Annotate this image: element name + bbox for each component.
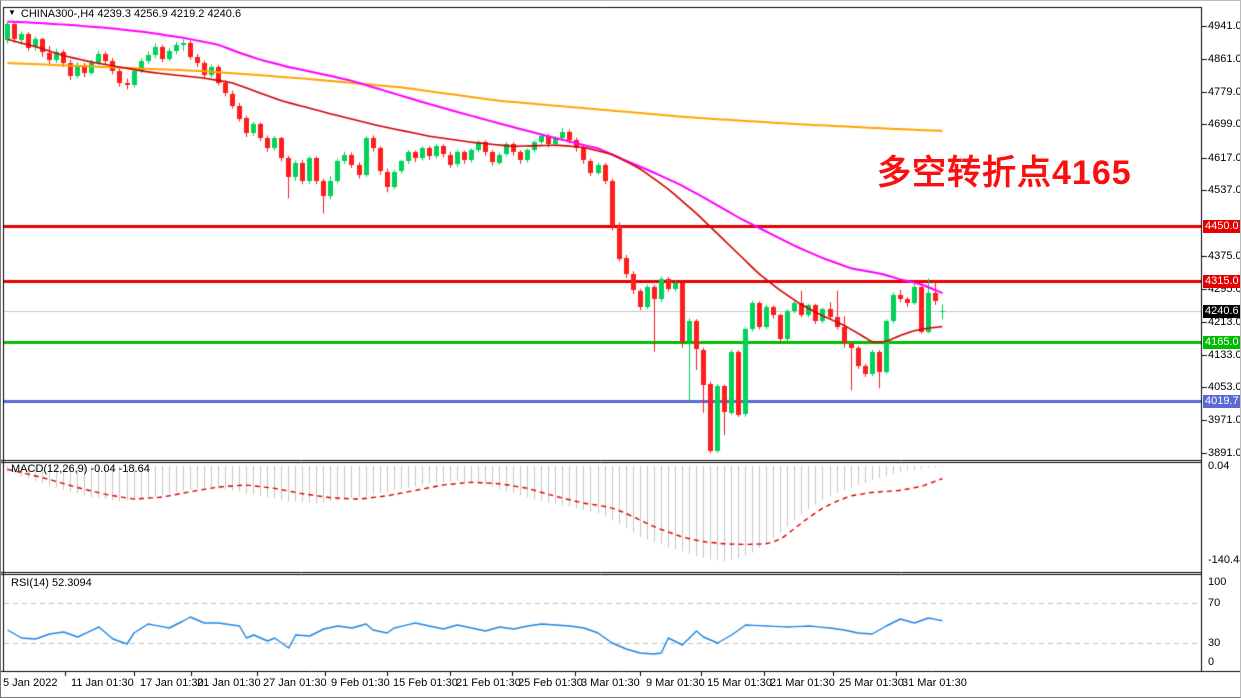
rsi-indicator-label: RSI(14) 52.3094 <box>11 577 92 589</box>
time-axis-label: 9 Mar 01:30 <box>646 677 705 689</box>
time-axis-label: 21 Feb 01:30 <box>456 677 521 689</box>
time-axis-label: 5 Jan 2022 <box>3 677 58 689</box>
macd-indicator-label: MACD(12,26,9) -0.04 -18.64 <box>11 463 150 475</box>
time-axis-label: 15 Feb 01:30 <box>393 677 458 689</box>
price-tick-label: 4053.0 <box>1208 381 1241 393</box>
time-axis-label: 21 Jan 01:30 <box>197 677 261 689</box>
price-level-badge: 4165.0 <box>1203 336 1240 349</box>
time-axis-label: 27 Jan 01:30 <box>263 677 327 689</box>
time-axis-label: 21 Mar 01:30 <box>770 677 835 689</box>
price-tick-label: 3891.0 <box>1208 447 1241 459</box>
price-tick-label: 4861.0 <box>1208 53 1241 65</box>
macd-axis-max-label: 0.04 <box>1208 460 1230 472</box>
symbol-ohlc-title: CHINA300-,H4 4239.3 4256.9 4219.2 4240.6 <box>20 8 242 20</box>
price-tick-label: 4779.0 <box>1208 86 1241 98</box>
rsi-axis-label-100: 100 <box>1208 576 1227 588</box>
time-axis-label: 9 Feb 01:30 <box>331 677 390 689</box>
price-tick-label: 4617.0 <box>1208 152 1241 164</box>
chart-title-bar: ▼ CHINA300-,H4 4239.3 4256.9 4219.2 4240.… <box>8 8 241 20</box>
price-level-badge: 4240.6 <box>1203 305 1240 318</box>
time-axis-label: 25 Mar 01:30 <box>839 677 904 689</box>
price-tick-label: 3971.0 <box>1208 414 1241 426</box>
time-axis-label: 31 Mar 01:30 <box>902 677 967 689</box>
time-axis-label: 17 Jan 01:30 <box>140 677 204 689</box>
price-tick-label: 4133.0 <box>1208 349 1241 361</box>
time-axis-label: 3 Mar 01:30 <box>581 677 640 689</box>
pane-resize-handle-macd[interactable] <box>1 459 1240 464</box>
price-tick-label: 4941.0 <box>1208 20 1241 32</box>
price-level-badge: 4450.0 <box>1203 220 1240 233</box>
price-level-badge: 4019.7 <box>1203 395 1240 408</box>
rsi-axis-label-0: 0 <box>1208 656 1215 668</box>
symbol-dropdown-icon[interactable]: ▼ <box>8 8 16 17</box>
time-axis-label: 11 Jan 01:30 <box>71 677 134 689</box>
annotation-text-object[interactable]: 多空转折点4165 <box>877 154 1132 192</box>
price-level-badge: 4315.0 <box>1203 275 1240 288</box>
time-axis-label: 15 Mar 01:30 <box>707 677 772 689</box>
macd-axis-min-label: -140.44 <box>1208 554 1240 566</box>
rsi-axis-label-70: 70 <box>1208 597 1221 609</box>
price-tick-label: 4375.0 <box>1208 250 1241 262</box>
time-axis-label: 25 Feb 01:30 <box>518 677 583 689</box>
macd-main-value: -0.04 <box>90 463 116 475</box>
pane-resize-handle-rsi[interactable] <box>1 571 1240 576</box>
macd-signal-value: -18.64 <box>118 463 150 475</box>
price-tick-label: 4537.0 <box>1208 184 1241 196</box>
price-tick-label: 4213.0 <box>1208 316 1241 328</box>
price-tick-label: 4699.0 <box>1208 118 1241 130</box>
rsi-axis-label-30: 30 <box>1208 637 1221 649</box>
rsi-value: 52.3094 <box>51 577 92 589</box>
